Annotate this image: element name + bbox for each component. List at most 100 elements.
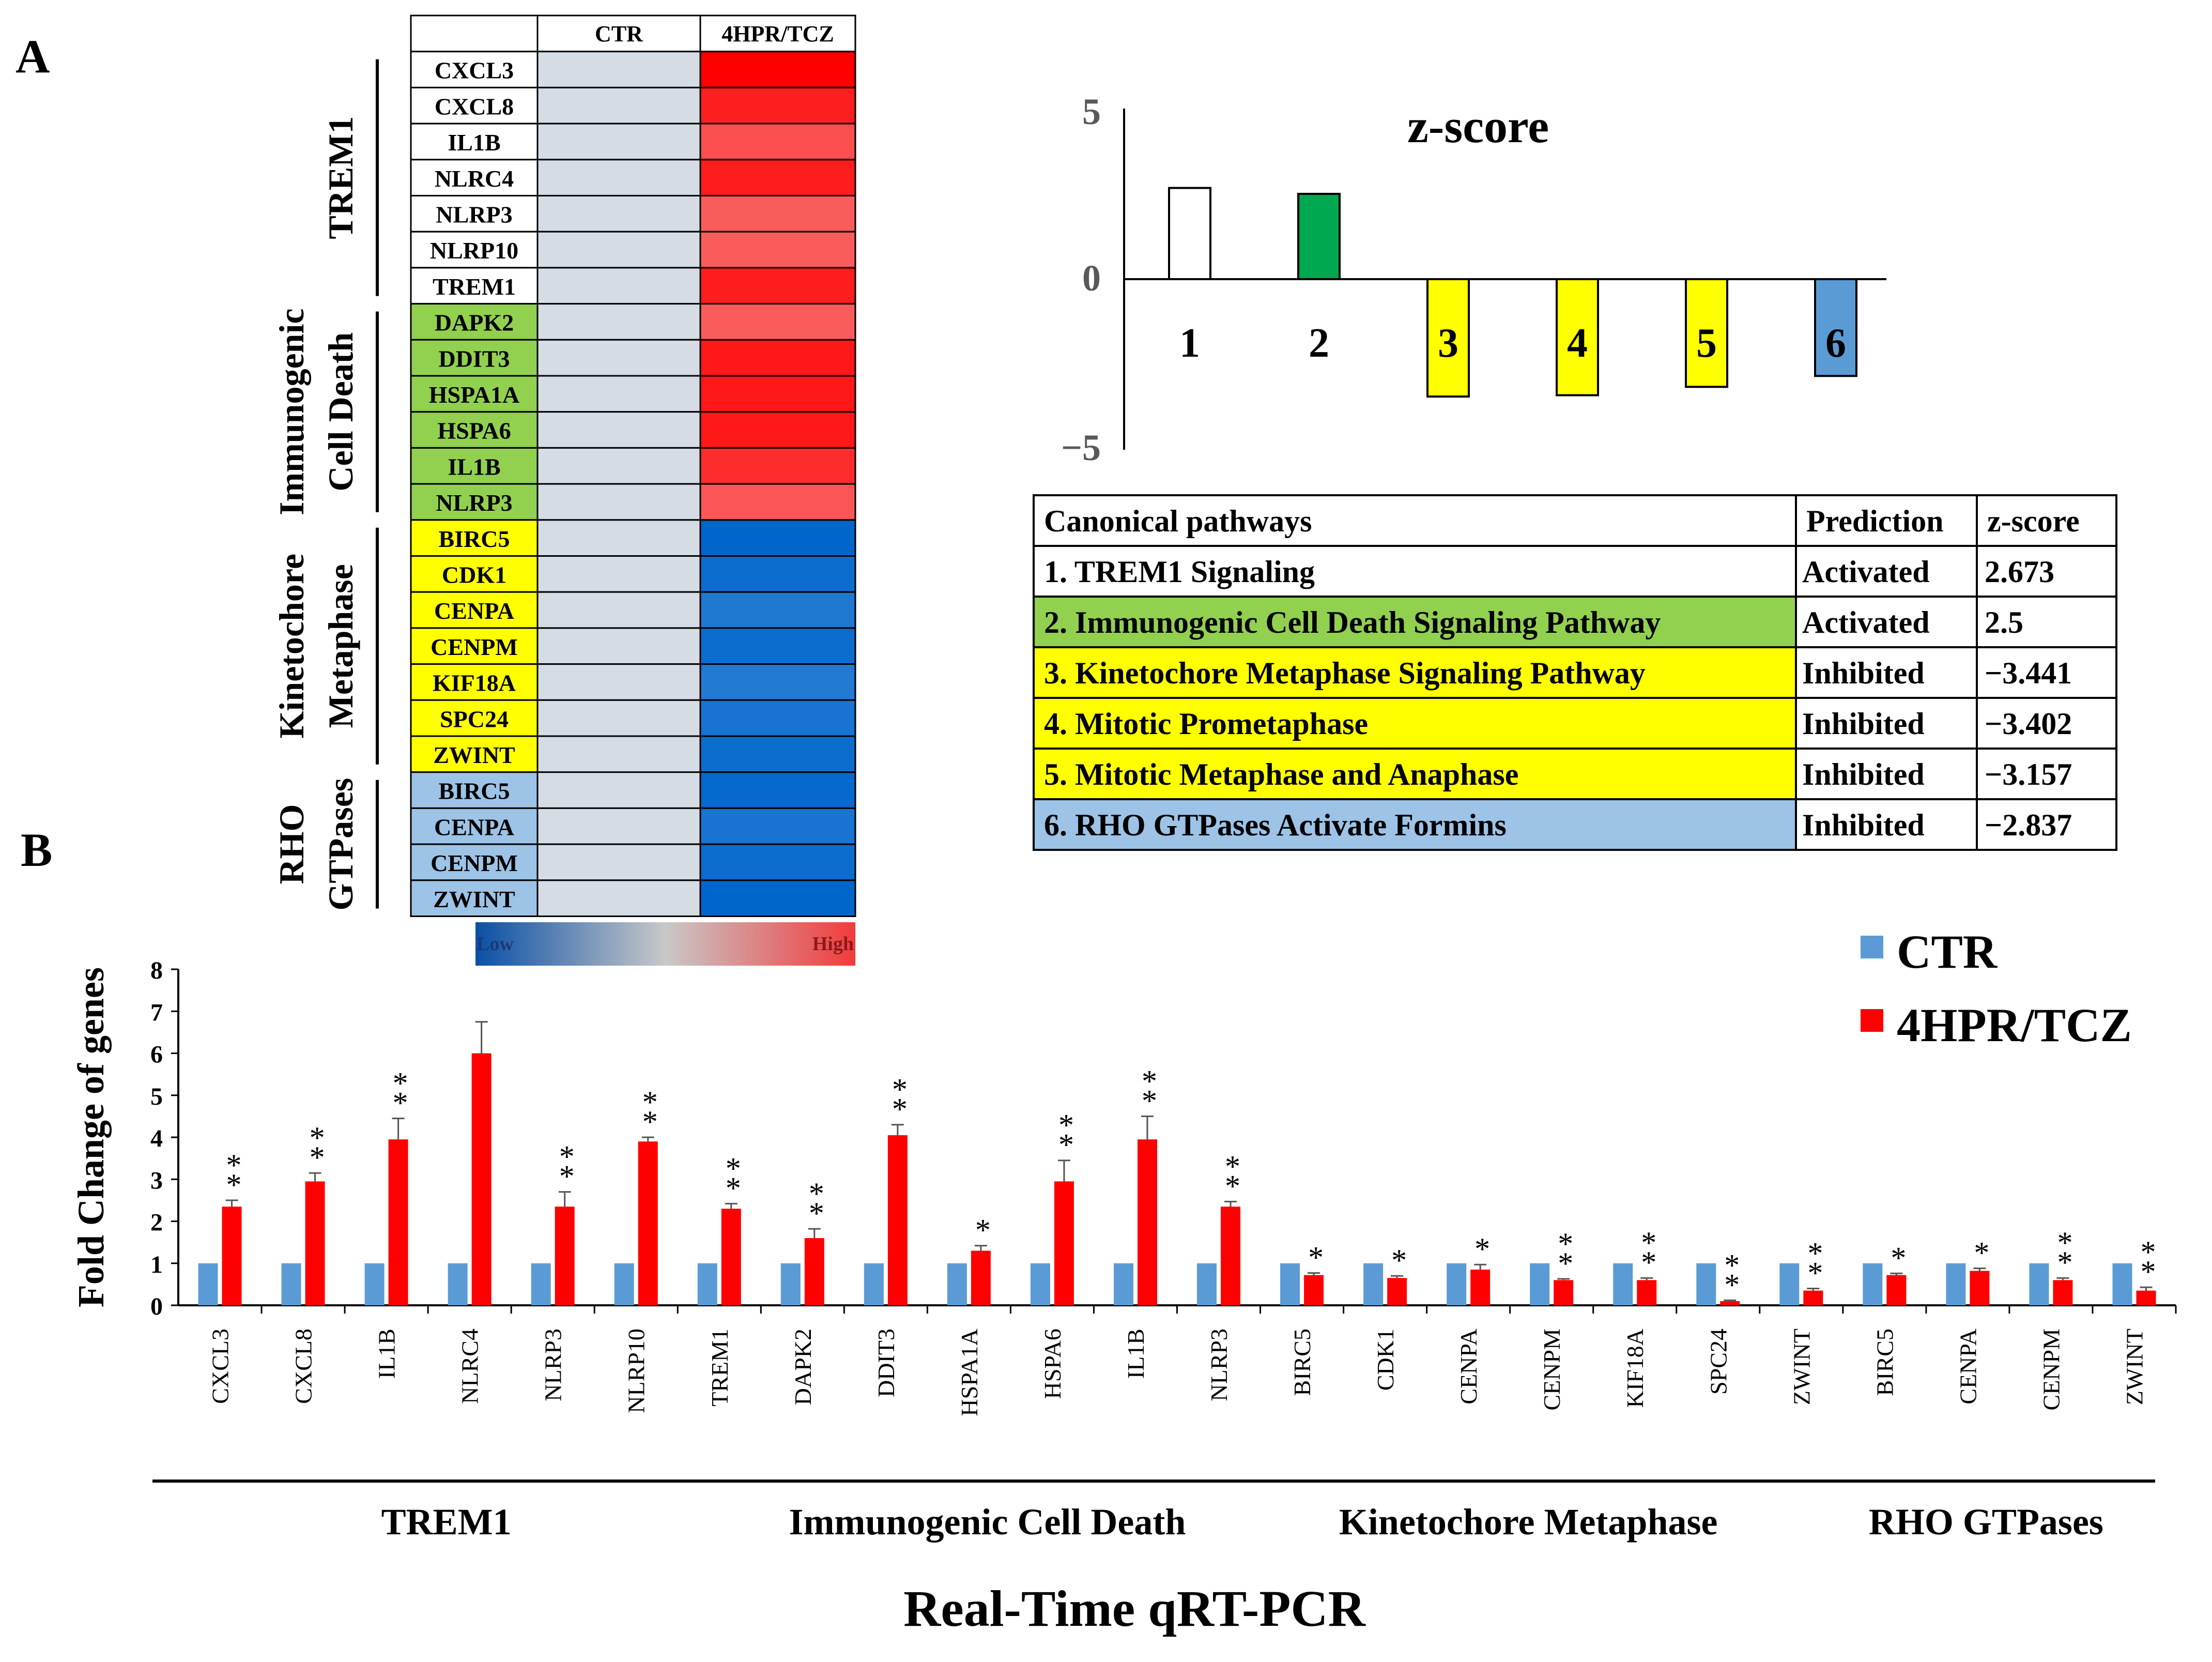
zscore-bar xyxy=(1814,278,1857,377)
bar-y-tick-label: 1 xyxy=(150,1251,163,1278)
pathway-name-cell xyxy=(1033,545,1797,598)
color-scale-bar xyxy=(475,922,855,966)
heatmap-gene-label: CDK1 xyxy=(442,562,506,588)
bar-significance: * xyxy=(1308,1240,1324,1274)
bar-category-label: HSPA6 xyxy=(1039,1329,1066,1399)
pathway-name: 2. Immunogenic Cell Death Signaling Path… xyxy=(1044,605,1661,639)
bar-significance: * xyxy=(726,1171,741,1205)
bar-y-tick-label: 2 xyxy=(150,1209,163,1237)
pathway-name: 4. Mitotic Prometaphase xyxy=(1044,707,1368,741)
pathway-name: 5. Mitotic Metaphase and Anaphase xyxy=(1044,757,1518,791)
heatmap-treated-cell xyxy=(699,519,856,557)
zscore-bar xyxy=(1556,278,1599,397)
heatmap-group-label: Cell Death xyxy=(321,332,360,492)
pathway-table: Canonical pathways Prediction z-score 1. TR… xyxy=(1033,494,2117,851)
heatmap-ctr-cell xyxy=(536,879,701,918)
bar-ctr xyxy=(1197,1263,1217,1305)
bar-significance: * xyxy=(2140,1255,2156,1289)
heatmap-gene-cell xyxy=(410,843,539,881)
bar-treated xyxy=(1554,1280,1574,1305)
bar-x-axis-title: Real-Time qRT-PCR xyxy=(903,1580,1366,1637)
heatmap-ctr-cell xyxy=(536,123,701,161)
bar-category-label: HSPA1A xyxy=(956,1329,982,1416)
heatmap-ctr-cell xyxy=(536,375,701,413)
heatmap-group-label: Immunogenic xyxy=(272,308,311,515)
bar-category-label: BIRC5 xyxy=(1871,1329,1898,1396)
heatmap-ctr-cell xyxy=(536,86,701,125)
heatmap-treated-cell xyxy=(699,159,856,196)
heatmap-gene-label: ZWINT xyxy=(433,742,515,768)
pathway-zscore: −3.441 xyxy=(1985,656,2072,690)
heatmap-treated-cell xyxy=(699,231,856,269)
bar-treated xyxy=(1054,1181,1074,1305)
heatmap-gene-label: NLRP3 xyxy=(436,202,512,228)
bar-significance: * xyxy=(310,1140,325,1175)
bar-category-label: CENPA xyxy=(1455,1329,1482,1405)
pathway-prediction-cell xyxy=(1795,697,1978,750)
heatmap-treated-cell xyxy=(699,627,856,665)
bar-treated xyxy=(2136,1290,2156,1305)
heatmap-gene-cell xyxy=(410,411,539,449)
heatmap-group-label: Metaphase xyxy=(321,564,360,728)
heatmap-gene-cell xyxy=(410,447,539,485)
bar-treated xyxy=(638,1141,658,1305)
bar-ctr xyxy=(364,1263,385,1305)
bar-ctr xyxy=(2029,1263,2049,1305)
bar-ctr xyxy=(947,1263,967,1305)
bar-significance: * xyxy=(1142,1084,1157,1118)
heatmap-ctr-cell xyxy=(536,843,701,881)
heatmap-gene-cell xyxy=(410,555,539,593)
bar-treated xyxy=(804,1238,824,1305)
heatmap-ctr-cell xyxy=(536,483,701,521)
bar-ctr xyxy=(531,1263,551,1305)
bar-y-tick-label: 7 xyxy=(150,999,163,1026)
bar-treated xyxy=(1803,1290,1823,1305)
bar-treated xyxy=(1387,1278,1407,1305)
zscore-title: z-score xyxy=(1407,100,1549,153)
pathway-name: 1. TREM1 Signaling xyxy=(1044,555,1315,589)
heatmap-gene-cell xyxy=(410,51,539,88)
pathway-prediction: Activated xyxy=(1802,555,1930,589)
zscore-bar-label: 3 xyxy=(1438,321,1458,366)
heatmap-gene-label: HSPA1A xyxy=(429,382,520,408)
heatmap-group-label: TREM1 xyxy=(321,116,360,239)
bar-category-label: BIRC5 xyxy=(1289,1329,1315,1396)
bar-significance: * xyxy=(393,1066,408,1100)
heatmap-gene-label: CENPA xyxy=(434,598,514,624)
heatmap-treated-cell xyxy=(699,771,856,809)
bar-treated xyxy=(971,1251,991,1305)
bar-category-label: NLRP3 xyxy=(540,1329,566,1401)
bar-treated xyxy=(1886,1275,1907,1305)
pathway-name-cell xyxy=(1033,798,1797,851)
legend-ctr-label: CTR xyxy=(1897,925,1998,978)
bar-category-label: CDK1 xyxy=(1372,1329,1399,1391)
heatmap-gene-label: IL1B xyxy=(448,129,500,156)
bar-significance: * xyxy=(1558,1246,1573,1280)
pathway-zscore-cell xyxy=(1976,697,2117,750)
bar-category-label: SPC24 xyxy=(1705,1329,1731,1395)
bar-group-label: RHO GTPases xyxy=(1869,1501,2103,1543)
panel-label-a: A xyxy=(16,30,50,83)
bar-treated xyxy=(305,1181,325,1305)
pathway-table-header: Prediction xyxy=(1806,504,1944,538)
bar-ctr xyxy=(614,1263,634,1305)
heatmap-ctr-cell xyxy=(536,51,701,88)
bar-category-label: CENPM xyxy=(1539,1329,1565,1410)
bar-ctr xyxy=(448,1263,468,1305)
bar-ctr xyxy=(1946,1263,1966,1305)
bar-significance: * xyxy=(1058,1128,1074,1162)
heatmap-treated-cell xyxy=(699,339,856,377)
bar-significance: * xyxy=(1058,1108,1074,1142)
bar-treated xyxy=(222,1207,242,1305)
bar-significance: * xyxy=(809,1196,824,1230)
bar-significance: * xyxy=(2140,1235,2156,1269)
zscore-bar-label: 2 xyxy=(1309,321,1329,366)
heatmap-gene-label: CXCL8 xyxy=(435,93,514,119)
bar-treated xyxy=(887,1135,908,1305)
bar-category-label: ZWINT xyxy=(1788,1329,1815,1405)
bar-significance: * xyxy=(1724,1248,1740,1282)
bar-group-label: TREM1 xyxy=(381,1501,512,1543)
bar-significance: * xyxy=(2057,1226,2072,1260)
bar-ctr xyxy=(1447,1263,1467,1305)
